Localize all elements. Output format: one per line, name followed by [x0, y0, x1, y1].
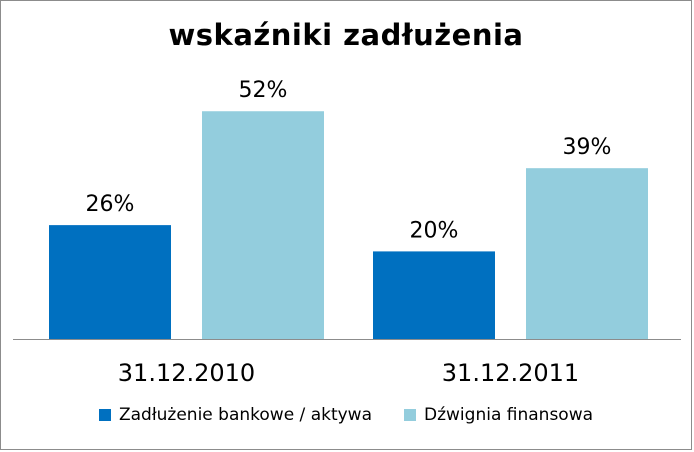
bar-chart: 26% 52% 31.12.2010 20% 39% 31.12.2011 — [13, 78, 681, 387]
chart-legend: Zadłużenie bankowe / aktywa Dźwignia fin… — [1, 405, 691, 425]
legend-label-series-2: Dźwignia finansowa — [424, 405, 594, 425]
x-tick-label-1: 31.12.2010 — [118, 359, 255, 387]
bar-1-31.12.2010 — [49, 225, 171, 339]
legend-swatch-series-1 — [98, 409, 111, 421]
data-label-1-31.12.2011: 20% — [410, 218, 459, 243]
data-label-2-31.12.2011: 39% — [563, 135, 612, 160]
bar-2-31.12.2010 — [202, 111, 324, 340]
legend-label-series-1: Zadłużenie bankowe / aktywa — [118, 405, 373, 425]
legend-swatch-series-2 — [404, 409, 417, 421]
legend-item-series-2: Dźwignia finansowa — [404, 405, 593, 425]
legend-item-series-1: Zadłużenie bankowe / aktywa — [98, 405, 373, 425]
x-tick-label-2: 31.12.2011 — [442, 359, 579, 387]
bar-2-31.12.2011 — [526, 168, 648, 339]
data-label-1-31.12.2010: 26% — [86, 192, 135, 217]
bar-1-31.12.2011 — [373, 251, 495, 339]
chart-title: wskaźniki zadłużenia — [168, 18, 524, 52]
data-label-2-31.12.2010: 52% — [239, 78, 288, 103]
